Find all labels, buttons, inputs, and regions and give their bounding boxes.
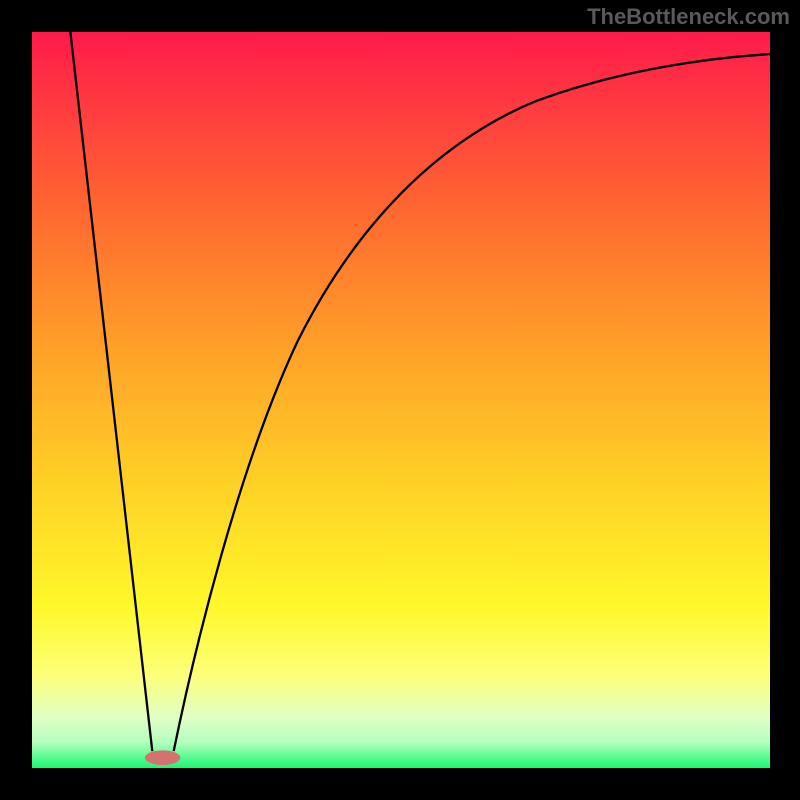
target-marker bbox=[145, 750, 180, 765]
chart-frame: TheBottleneck.com bbox=[0, 0, 800, 800]
plot-area bbox=[32, 32, 770, 768]
watermark-text: TheBottleneck.com bbox=[587, 4, 790, 30]
plot-svg bbox=[32, 32, 770, 768]
